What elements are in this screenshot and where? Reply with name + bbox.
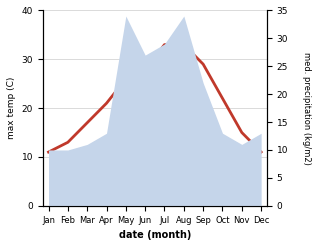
X-axis label: date (month): date (month) bbox=[119, 230, 191, 240]
Y-axis label: med. precipitation (kg/m2): med. precipitation (kg/m2) bbox=[302, 52, 311, 165]
Y-axis label: max temp (C): max temp (C) bbox=[7, 77, 16, 139]
